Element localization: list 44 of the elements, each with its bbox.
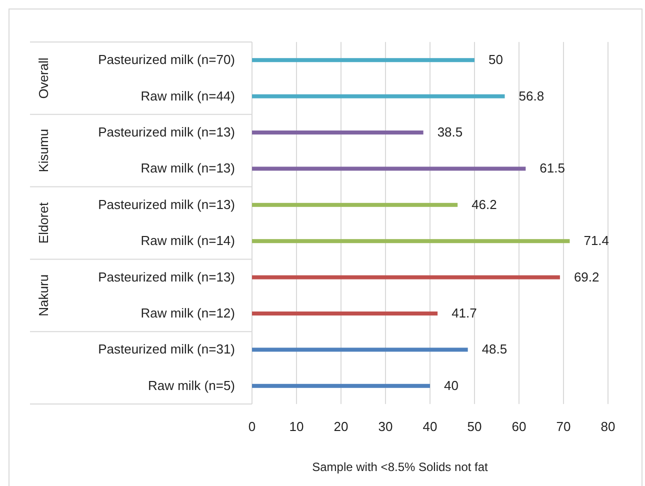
data-label: 71.4 <box>584 233 610 248</box>
text: Eldoret <box>36 202 51 244</box>
bar <box>252 312 438 316</box>
data-label: 50 <box>488 52 503 68</box>
data-label: 38.5 <box>437 124 463 140</box>
y-tick-label: Pasteurized milk (n=13) <box>98 269 235 284</box>
y-tick-label: Raw milk (n=14) <box>140 233 235 248</box>
bar <box>252 94 505 98</box>
bar <box>252 58 474 62</box>
y-tick-label: Raw milk (n=12) <box>140 306 235 320</box>
y-tick-label: Raw milk (n=13) <box>140 160 235 176</box>
y-tick-label: Pasteurized milk (n=31) <box>98 342 235 357</box>
text: Kisumu <box>36 128 51 172</box>
y-tick-label: Pasteurized milk (n=13) <box>98 124 235 140</box>
data-label: 40 <box>444 378 458 393</box>
bar <box>252 166 526 171</box>
data-label: 69.2 <box>574 269 600 284</box>
x-axis-title: Sample with <8.5% Solids not fat <box>312 460 489 474</box>
bar <box>252 130 424 134</box>
y-tick-label: Pasteurized milk (n=70) <box>98 52 235 68</box>
y-tick-label: Raw milk (n=5) <box>148 378 235 393</box>
data-label: 61.5 <box>540 160 565 176</box>
x-tick-label: 0 <box>248 419 256 434</box>
data-label: 41.7 <box>452 306 477 320</box>
y-tick-label: Raw milk (n=44) <box>140 88 235 104</box>
data-label: 56.8 <box>518 88 544 104</box>
data-label: 46.2 <box>472 196 497 212</box>
x-tick-label: 10 <box>289 419 304 434</box>
y-tick-label: Pasteurized milk (n=13) <box>98 196 235 212</box>
text: Nakuru <box>36 274 51 316</box>
x-tick-label: 40 <box>422 419 438 434</box>
data-label: 48.5 <box>482 342 508 357</box>
x-tick-label: 70 <box>556 419 571 434</box>
x-tick-label: 80 <box>600 419 616 434</box>
x-tick-label: 50 <box>467 419 482 434</box>
text: Overall <box>36 58 51 99</box>
bar <box>252 275 560 280</box>
x-tick-label: 20 <box>334 419 348 434</box>
bar <box>252 384 430 388</box>
bar <box>252 348 468 352</box>
bar <box>252 239 570 244</box>
bar <box>252 202 458 207</box>
x-tick-label: 60 <box>512 419 526 434</box>
x-tick-label: 30 <box>378 419 393 434</box>
